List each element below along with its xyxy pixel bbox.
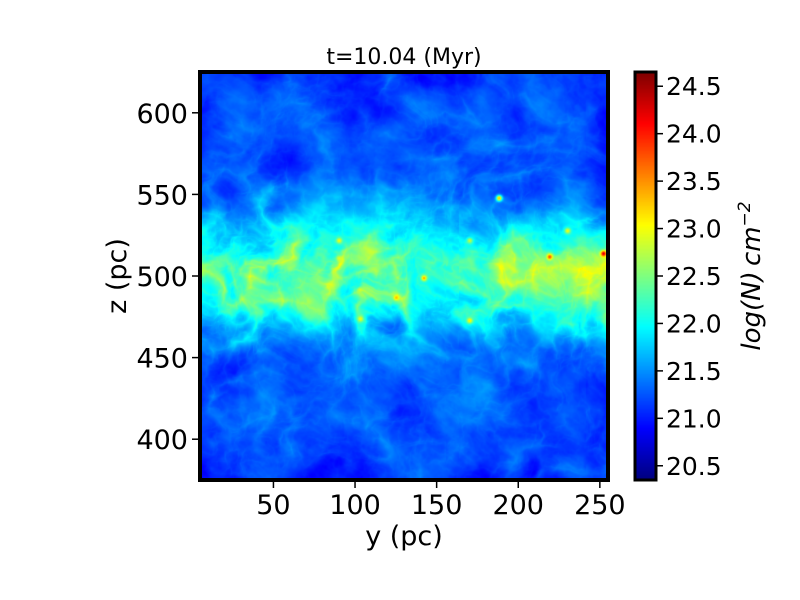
x-tick-label: 250 — [574, 490, 626, 521]
x-axis: 50 100 150 200 250 — [256, 480, 626, 521]
y-tick-label: 500 — [136, 262, 188, 293]
colorbar-tick-label: 22.0 — [666, 309, 722, 338]
colorbar-label: log(N) cm−2 — [735, 201, 767, 350]
chart-title: t=10.04 (Myr) — [326, 45, 481, 70]
colorbar-tick-label: 21.0 — [666, 404, 722, 433]
column-density-map — [200, 72, 608, 480]
x-tick-label: 100 — [329, 490, 381, 521]
x-axis-label: y (pc) — [365, 521, 443, 552]
heatmap-panel — [198, 70, 610, 482]
colorbar-tick-label: 23.5 — [666, 167, 722, 196]
x-tick-label: 200 — [492, 490, 544, 521]
y-tick-label: 400 — [136, 425, 188, 456]
colorbar-tick-label: 23.0 — [666, 215, 722, 244]
colorbar-tick-label: 24.0 — [666, 120, 722, 149]
colorbar-tick-label: 22.5 — [666, 262, 722, 291]
colorbar-label-base: log(N) cm — [737, 226, 767, 350]
y-tick-label: 600 — [136, 99, 188, 130]
y-axis-label: z (pc) — [102, 238, 133, 314]
x-tick-label: 50 — [256, 490, 290, 521]
colorbar-label-exponent: −2 — [735, 201, 755, 226]
colorbar: 20.5 21.0 21.5 22.0 22.5 23.0 23.5 24.0 24.5 log… — [633, 70, 767, 482]
colorbar-tick-label: 24.5 — [666, 72, 722, 101]
y-tick-label: 550 — [136, 180, 188, 211]
colorbar-ticks: 20.5 21.0 21.5 22.0 22.5 23.0 23.5 24.0 24.5 — [656, 72, 722, 481]
colorbar-tick-label: 21.5 — [666, 357, 722, 386]
y-axis: 400 450 500 550 600 — [136, 99, 200, 456]
colorbar-tick-label: 20.5 — [666, 452, 722, 481]
colorbar-gradient — [635, 72, 656, 480]
x-tick-label: 150 — [411, 490, 463, 521]
y-tick-label: 450 — [136, 344, 188, 375]
